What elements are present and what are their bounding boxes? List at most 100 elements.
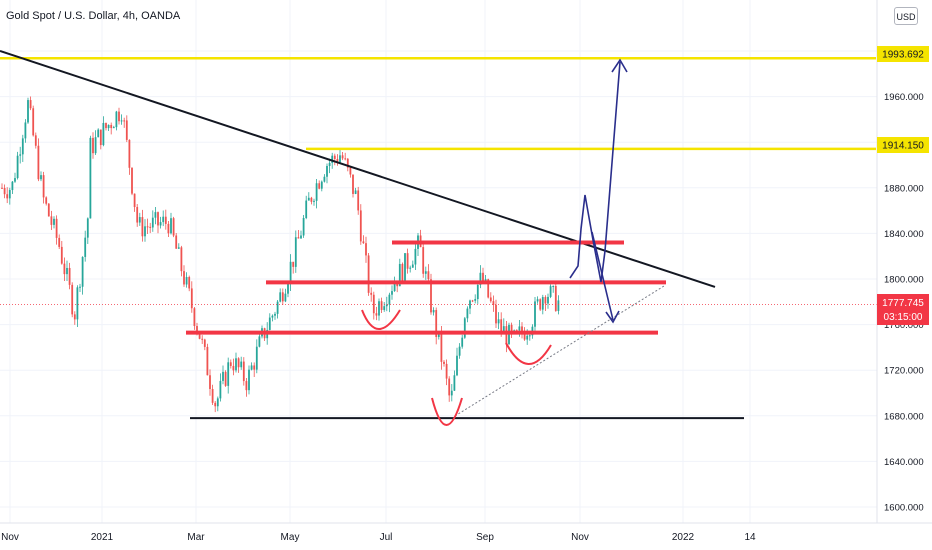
candle-body [271, 315, 274, 318]
candle-body [86, 218, 89, 238]
price-tick-label: 1600.000 [884, 503, 924, 514]
candle-body [310, 197, 313, 202]
candle-body [94, 137, 97, 154]
time-tick-label: May [281, 532, 300, 543]
candle-body [440, 332, 443, 362]
candle-body [201, 338, 204, 340]
price-axis[interactable]: 1600.000 1640.000 1680.000 1720.000 1760.000… [884, 47, 924, 514]
time-axis[interactable]: Nov 2021 Mar May Jul Sep Nov 2022 14 [1, 532, 756, 543]
candle-body [510, 324, 513, 333]
candle-body [370, 292, 373, 295]
candle-body [349, 167, 352, 175]
last-price-countdown: 03:15:00 [884, 312, 923, 323]
candle-body [53, 218, 55, 225]
candle-body [58, 237, 61, 247]
candle-body [383, 306, 386, 310]
candle-body [422, 247, 425, 274]
candle-body [250, 365, 253, 370]
candle-body [206, 346, 209, 376]
candle-body [34, 135, 37, 146]
candle-body [323, 176, 326, 182]
candle-body [224, 371, 227, 386]
candle-body [541, 297, 544, 310]
candle-body [211, 389, 214, 403]
candle-body [185, 277, 188, 285]
candle-body [97, 129, 100, 138]
candle-body [128, 139, 131, 168]
candle-body [76, 287, 79, 320]
candle-body [118, 111, 120, 122]
candle-body [203, 339, 206, 347]
trendline[interactable] [0, 50, 716, 288]
candle-body [372, 294, 375, 314]
candle-body [391, 291, 393, 295]
candle-body [326, 165, 328, 177]
candle-body [328, 162, 331, 166]
candle-body [362, 241, 365, 244]
candle-body [8, 190, 11, 199]
candle-body [414, 248, 417, 265]
candle-body [232, 365, 235, 371]
last-price-badge: 1777.745 03:15:00 [877, 294, 929, 325]
price-tick-label: 1640.000 [884, 457, 924, 468]
price-tick-label: 1880.000 [884, 183, 924, 194]
candle-body [523, 332, 526, 340]
candle-body [453, 375, 456, 391]
candle-body [42, 175, 45, 198]
candle-body [359, 210, 362, 242]
candle-body [180, 247, 183, 272]
candle-body [193, 308, 196, 327]
price-tick-label: 1680.000 [884, 411, 924, 422]
projection-down-path[interactable] [591, 231, 614, 321]
candle-body [144, 226, 146, 237]
candle-body [482, 272, 484, 282]
candle-body [427, 271, 430, 280]
candle-body [159, 222, 162, 226]
time-tick-label: Mar [187, 532, 205, 543]
candle-body [66, 267, 68, 275]
candle-body [341, 155, 344, 159]
candle-body [448, 378, 451, 396]
candle-body [393, 283, 396, 292]
candle-body [536, 299, 539, 302]
candle-body [456, 355, 458, 376]
candle-body [333, 155, 336, 159]
time-tick-label: Sep [476, 532, 494, 543]
candle-body [352, 174, 354, 194]
candle-body [136, 207, 139, 223]
time-tick-label: 14 [744, 532, 756, 543]
candle-body [463, 318, 466, 338]
candle-body [307, 197, 310, 201]
shoulder-left-arc [361, 309, 401, 330]
time-tick-label: 2021 [91, 532, 114, 543]
candle-body [37, 145, 40, 180]
time-tick-label: Nov [571, 532, 589, 543]
candle-body [354, 190, 357, 194]
candle-body [63, 263, 66, 275]
candle-body [401, 263, 404, 282]
candle-body [458, 346, 461, 356]
rising-dotted-trendline[interactable] [454, 285, 665, 417]
candle-body [1, 187, 3, 189]
candle-body [305, 200, 308, 218]
candles [1, 96, 560, 413]
candle-body [222, 371, 224, 381]
candle-body [172, 218, 175, 236]
candle-body [404, 253, 406, 282]
candle-body [50, 216, 53, 225]
price-tick-label: 1840.000 [884, 229, 924, 240]
candle-body [92, 137, 94, 154]
projection-path[interactable] [569, 61, 621, 283]
candle-body [547, 296, 549, 304]
currency-button[interactable]: USD [894, 7, 918, 25]
candle-body [6, 194, 9, 199]
time-tick-label: Nov [1, 532, 19, 543]
candle-body [380, 301, 383, 310]
candle-body [45, 197, 48, 204]
candle-body [385, 304, 388, 307]
chart-title: Gold Spot / U.S. Dollar, 4h, OANDA [6, 10, 181, 22]
candle-body [131, 167, 133, 194]
grid [0, 0, 877, 523]
candle-body [177, 247, 180, 249]
